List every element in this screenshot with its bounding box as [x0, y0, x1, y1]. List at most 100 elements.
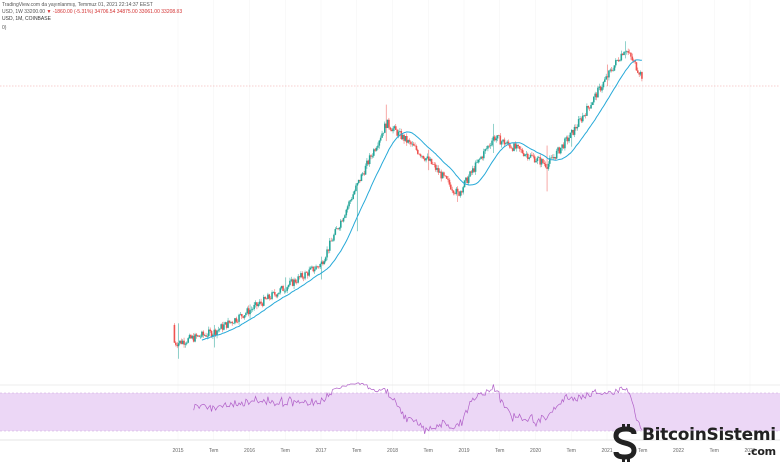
- candle-body: [194, 334, 196, 342]
- candle-body: [434, 164, 437, 170]
- candle: [440, 169, 442, 182]
- candle-body: [406, 136, 408, 143]
- rsi-line: [193, 382, 643, 434]
- candle: [311, 265, 313, 269]
- candle: [177, 323, 180, 359]
- candle-body: [437, 168, 440, 173]
- x-tick-label: 2023: [744, 448, 755, 454]
- candle-body: [289, 280, 291, 286]
- candle-body: [635, 62, 638, 71]
- candle: [525, 150, 528, 158]
- candle: [307, 271, 309, 279]
- candle-body: [517, 144, 519, 147]
- candle: [459, 190, 462, 198]
- bitcoinsistemi-logo: BitcoinSistemi .com: [612, 422, 776, 464]
- candle-body: [500, 141, 503, 145]
- candle: [224, 321, 227, 325]
- candle-body: [587, 105, 590, 108]
- candle-body: [598, 86, 601, 88]
- candle-body: [290, 279, 293, 281]
- candle: [639, 70, 642, 77]
- candle: [582, 112, 584, 123]
- candle: [231, 320, 233, 326]
- candle: [627, 48, 629, 55]
- candle: [500, 140, 503, 148]
- candle: [601, 84, 603, 93]
- candle-body: [219, 328, 221, 330]
- candle: [290, 276, 293, 283]
- candle: [496, 135, 499, 142]
- candle-body: [217, 329, 220, 331]
- candle-body: [436, 168, 438, 170]
- candle-body: [202, 331, 205, 336]
- candle-body: [430, 158, 433, 165]
- candle: [562, 142, 565, 149]
- candle: [278, 292, 280, 295]
- candle-body: [227, 320, 229, 328]
- candle-body: [473, 168, 475, 172]
- x-tick-label: Tem: [638, 448, 647, 454]
- candle: [379, 135, 382, 143]
- candle: [412, 141, 415, 146]
- candle-body: [214, 329, 217, 336]
- ohlc-low: 33061.00: [139, 9, 160, 15]
- candle: [249, 304, 251, 319]
- candle-body: [345, 209, 348, 216]
- candle-body: [385, 123, 387, 129]
- candle: [573, 124, 576, 138]
- candle: [481, 155, 484, 161]
- candle-body: [395, 126, 397, 130]
- candle: [620, 50, 623, 62]
- candle-body: [626, 51, 628, 52]
- logo-domain: .com: [747, 444, 776, 458]
- candle: [423, 156, 426, 162]
- candle-body: [359, 179, 361, 182]
- candle-body: [531, 154, 533, 156]
- candle-body: [577, 119, 580, 127]
- candle: [635, 61, 638, 71]
- candle: [334, 227, 337, 236]
- candle-body: [421, 155, 423, 157]
- candle: [360, 173, 363, 182]
- candle: [531, 151, 533, 156]
- candle: [381, 130, 383, 139]
- candle-body: [426, 156, 429, 159]
- candle: [184, 342, 187, 348]
- candle: [197, 335, 199, 338]
- candle-body: [216, 330, 218, 336]
- candle-body: [432, 164, 434, 165]
- candle-body: [206, 335, 209, 337]
- candle-body: [351, 199, 353, 201]
- candle-body: [261, 303, 264, 306]
- candle-body: [327, 249, 330, 251]
- candle: [385, 104, 387, 142]
- candle: [230, 321, 232, 324]
- candle: [275, 294, 277, 299]
- candle: [236, 319, 239, 324]
- candle-body: [366, 160, 368, 166]
- candle: [228, 320, 231, 324]
- candle: [294, 278, 297, 284]
- candle-body: [247, 308, 250, 315]
- x-tick-label: Tem: [495, 448, 504, 454]
- candle-body: [606, 76, 609, 78]
- candle: [551, 154, 554, 159]
- candle-body: [411, 143, 414, 145]
- candle-body: [241, 314, 243, 317]
- candle-body: [484, 149, 486, 152]
- candle: [568, 134, 570, 144]
- candle-body: [414, 145, 416, 147]
- candle-body: [388, 119, 390, 128]
- candle-body: [412, 143, 415, 146]
- candle: [477, 159, 480, 164]
- candle: [619, 59, 621, 62]
- candle-body: [263, 296, 265, 306]
- candle: [191, 334, 194, 340]
- candle-body: [638, 72, 640, 75]
- candle: [529, 153, 532, 159]
- candle: [436, 165, 438, 173]
- candle: [623, 51, 625, 56]
- candle: [495, 135, 497, 143]
- candle-body: [601, 87, 603, 91]
